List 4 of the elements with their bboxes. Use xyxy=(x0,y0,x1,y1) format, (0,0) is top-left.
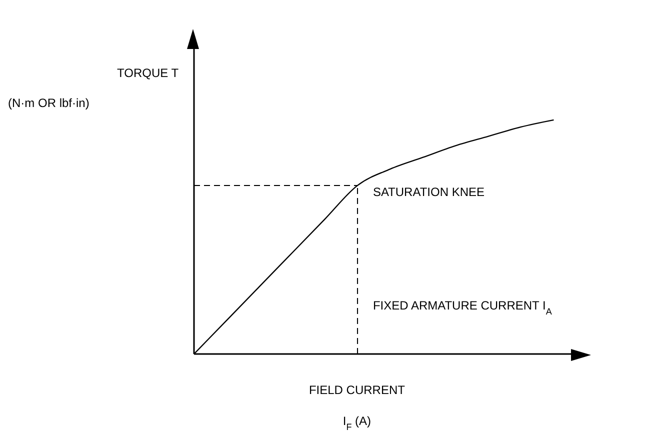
text: FIELD CURRENT I$_{F}$ (A) xyxy=(308,383,405,432)
text: TORQUE T (N·m OR lbf·in) xyxy=(8,66,179,110)
annotation: SATURATION KNEE xyxy=(372,184,485,199)
annotation: FIXED ARMATURE CURRENT I$_{A}$ xyxy=(372,298,552,316)
